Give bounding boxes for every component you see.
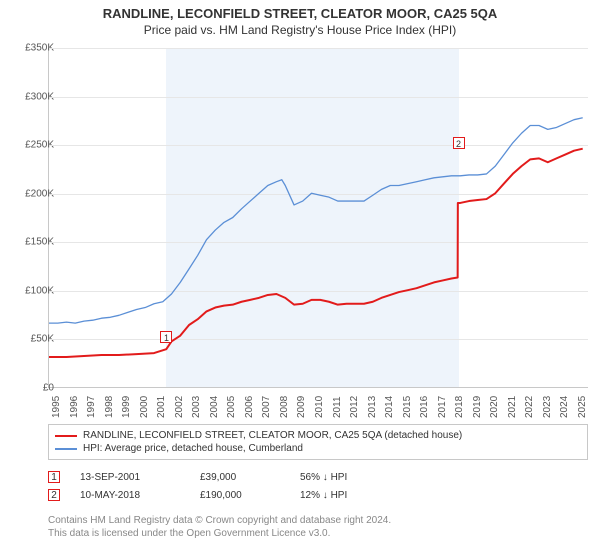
legend-label: RANDLINE, LECONFIELD STREET, CLEATOR MOO… bbox=[83, 430, 462, 441]
sale-price: £190,000 bbox=[200, 490, 280, 501]
x-axis-label: 2007 bbox=[261, 396, 272, 418]
chart-lines bbox=[49, 48, 588, 387]
x-axis-label: 1998 bbox=[104, 396, 115, 418]
x-axis-label: 2009 bbox=[296, 396, 307, 418]
x-axis-label: 2018 bbox=[454, 396, 465, 418]
footer-line-2: This data is licensed under the Open Gov… bbox=[48, 527, 588, 540]
x-axis-label: 2022 bbox=[524, 396, 535, 418]
legend-swatch bbox=[55, 448, 77, 450]
sale-date: 13-SEP-2001 bbox=[80, 472, 180, 483]
x-axis-label: 2011 bbox=[332, 396, 343, 418]
sale-row: 1 13-SEP-2001 £39,000 56% ↓ HPI bbox=[48, 468, 588, 486]
y-axis-label: £350K bbox=[8, 43, 54, 54]
footer-line-1: Contains HM Land Registry data © Crown c… bbox=[48, 514, 588, 527]
y-axis-label: £100K bbox=[8, 285, 54, 296]
x-axis-label: 1996 bbox=[69, 396, 80, 418]
series-hpi bbox=[49, 118, 583, 323]
y-axis-label: £250K bbox=[8, 140, 54, 151]
x-axis-label: 2025 bbox=[577, 396, 588, 418]
x-axis-label: 2020 bbox=[489, 396, 500, 418]
x-axis-label: 1995 bbox=[51, 396, 62, 418]
legend: RANDLINE, LECONFIELD STREET, CLEATOR MOO… bbox=[48, 424, 588, 460]
footer: Contains HM Land Registry data © Crown c… bbox=[48, 514, 588, 540]
sale-row: 2 10-MAY-2018 £190,000 12% ↓ HPI bbox=[48, 486, 588, 504]
legend-item: RANDLINE, LECONFIELD STREET, CLEATOR MOO… bbox=[55, 429, 581, 442]
x-axis-label: 1999 bbox=[121, 396, 132, 418]
x-axis-label: 2008 bbox=[279, 396, 290, 418]
x-axis-label: 2006 bbox=[244, 396, 255, 418]
chart-container: RANDLINE, LECONFIELD STREET, CLEATOR MOO… bbox=[0, 0, 600, 560]
x-axis-label: 2024 bbox=[559, 396, 570, 418]
x-axis-label: 2016 bbox=[419, 396, 430, 418]
x-axis-label: 2005 bbox=[226, 396, 237, 418]
x-axis-label: 1997 bbox=[86, 396, 97, 418]
sale-marker-box: 2 bbox=[48, 489, 60, 501]
y-axis-label: £300K bbox=[8, 91, 54, 102]
sale-pct: 56% ↓ HPI bbox=[300, 472, 400, 483]
legend-label: HPI: Average price, detached house, Cumb… bbox=[83, 443, 303, 454]
x-axis-label: 2002 bbox=[174, 396, 185, 418]
x-axis-label: 2013 bbox=[367, 396, 378, 418]
legend-item: HPI: Average price, detached house, Cumb… bbox=[55, 442, 581, 455]
x-axis-label: 2003 bbox=[191, 396, 202, 418]
y-axis-label: £150K bbox=[8, 237, 54, 248]
x-axis-label: 2019 bbox=[472, 396, 483, 418]
sale-marker-2: 2 bbox=[453, 137, 465, 149]
sales-table: 1 13-SEP-2001 £39,000 56% ↓ HPI 2 10-MAY-2018… bbox=[48, 468, 588, 504]
sale-marker-1: 1 bbox=[160, 331, 172, 343]
x-axis-label: 2012 bbox=[349, 396, 360, 418]
sale-pct: 12% ↓ HPI bbox=[300, 490, 400, 501]
legend-swatch bbox=[55, 435, 77, 437]
series-price_paid bbox=[49, 149, 583, 357]
sale-date: 10-MAY-2018 bbox=[80, 490, 180, 501]
x-axis-label: 2023 bbox=[542, 396, 553, 418]
x-axis-label: 2001 bbox=[156, 396, 167, 418]
y-axis-label: £200K bbox=[8, 188, 54, 199]
x-axis-label: 2021 bbox=[507, 396, 518, 418]
x-axis-label: 2010 bbox=[314, 396, 325, 418]
chart-title: RANDLINE, LECONFIELD STREET, CLEATOR MOO… bbox=[0, 0, 600, 21]
sale-marker-box: 1 bbox=[48, 471, 60, 483]
x-axis-label: 2015 bbox=[402, 396, 413, 418]
x-axis-label: 2014 bbox=[384, 396, 395, 418]
x-axis-label: 2000 bbox=[139, 396, 150, 418]
x-axis-label: 2017 bbox=[437, 396, 448, 418]
plot-area: 12 bbox=[48, 48, 588, 388]
sale-price: £39,000 bbox=[200, 472, 280, 483]
y-axis-label: £0 bbox=[8, 383, 54, 394]
x-axis-label: 2004 bbox=[209, 396, 220, 418]
chart-subtitle: Price paid vs. HM Land Registry's House … bbox=[0, 21, 600, 41]
y-axis-label: £50K bbox=[8, 334, 54, 345]
